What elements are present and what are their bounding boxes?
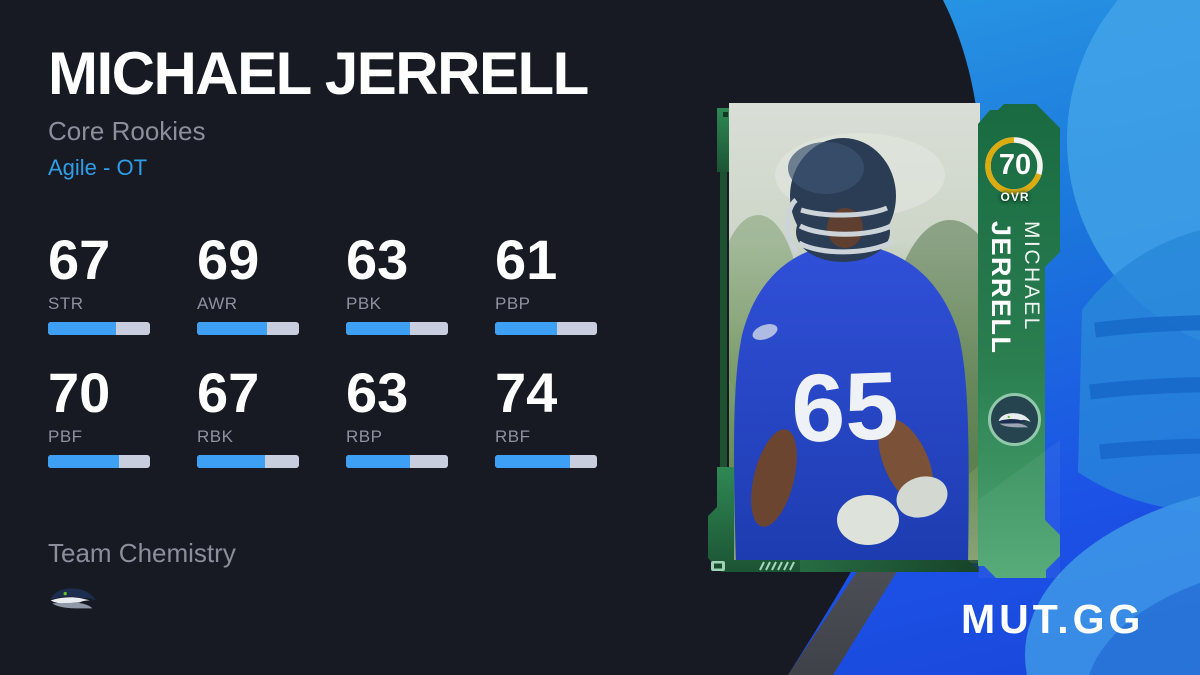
frame-hash-decoration <box>759 561 795 571</box>
stat-progress-fill <box>495 455 571 468</box>
stat-label: PBK <box>346 294 382 313</box>
stat-progress-bar <box>346 322 448 335</box>
stat-value: 63 <box>346 228 409 291</box>
seahawks-logo-icon <box>50 588 96 609</box>
stat-cell-str: 67 STR <box>48 232 197 335</box>
stat-progress-bar <box>197 322 299 335</box>
stat-label: STR <box>48 294 84 313</box>
jersey-number: 65 <box>790 352 900 463</box>
program-label: Core Rookies <box>48 116 206 146</box>
ovr-label: OVR <box>1000 190 1030 204</box>
stat-value: 67 <box>48 228 111 291</box>
stat-progress-fill <box>197 455 266 468</box>
background-player-silhouette <box>1025 0 1200 675</box>
stat-progress-fill <box>48 455 120 468</box>
player-header: MICHAEL JERRELL Core Rookies Agile - OT <box>48 40 589 181</box>
team-chemistry-label: Team Chemistry <box>48 538 236 568</box>
mutgg-logo: MUT.GG <box>961 596 1145 642</box>
archetype-position-label: Agile - OT <box>48 155 148 180</box>
ovr-progress-ring <box>985 137 1043 195</box>
seahawks-logo-icon <box>998 412 1031 427</box>
stat-progress-bar <box>197 455 299 468</box>
card-player-name: MICHAEL JERRELL <box>983 221 1045 371</box>
card-last-name: JERRELL <box>986 221 1016 355</box>
stat-progress-bar <box>495 455 597 468</box>
stat-cell-rbk: 67 RBK <box>197 365 346 468</box>
stat-cell-rbf: 74 RBF <box>495 365 644 468</box>
stats-grid: 67 STR 69 AWR 63 PBK 61 PBP 70 PBF 67 RB… <box>48 232 644 468</box>
stat-label: AWR <box>197 294 238 313</box>
stat-cell-rbp: 63 RBP <box>346 365 495 468</box>
stat-label: RBK <box>197 427 234 446</box>
card-frame-bottom <box>708 467 979 572</box>
stat-progress-fill <box>346 322 411 335</box>
stat-value: 70 <box>48 361 111 424</box>
frame-chip-decoration <box>711 561 725 571</box>
player-name-title: MICHAEL JERRELL <box>48 40 589 107</box>
player-photo: 65 <box>729 103 980 563</box>
stat-progress-fill <box>495 322 558 335</box>
stat-label: RBP <box>346 427 383 446</box>
facemask <box>785 198 894 255</box>
gray-diagonal-band <box>788 500 941 675</box>
stat-progress-fill <box>48 322 117 335</box>
card-frame-top-left <box>717 108 856 467</box>
stat-label: PBF <box>48 427 83 446</box>
card-team-badge <box>988 393 1041 446</box>
stat-progress-fill <box>197 322 268 335</box>
ovr-badge: 70 OVR <box>983 135 1047 204</box>
stat-cell-awr: 69 AWR <box>197 232 346 335</box>
stat-progress-bar <box>48 322 150 335</box>
ovr-value: 70 <box>998 149 1032 181</box>
stat-cell-pbk: 63 PBK <box>346 232 495 335</box>
frame-dot-decoration <box>723 112 785 117</box>
card-first-name: MICHAEL <box>1020 221 1043 332</box>
stat-progress-bar <box>346 455 448 468</box>
stat-label: RBF <box>495 427 531 446</box>
stat-value: 67 <box>197 361 260 424</box>
stat-cell-pbp: 61 PBP <box>495 232 644 335</box>
stat-progress-bar <box>495 322 597 335</box>
stat-value: 74 <box>495 361 558 424</box>
stat-value: 63 <box>346 361 409 424</box>
stat-cell-pbf: 70 PBF <box>48 365 197 468</box>
stat-value: 69 <box>197 228 260 291</box>
stat-label: PBP <box>495 294 531 313</box>
stat-value: 61 <box>495 228 558 291</box>
stat-progress-fill <box>346 455 411 468</box>
stat-progress-bar <box>48 455 150 468</box>
